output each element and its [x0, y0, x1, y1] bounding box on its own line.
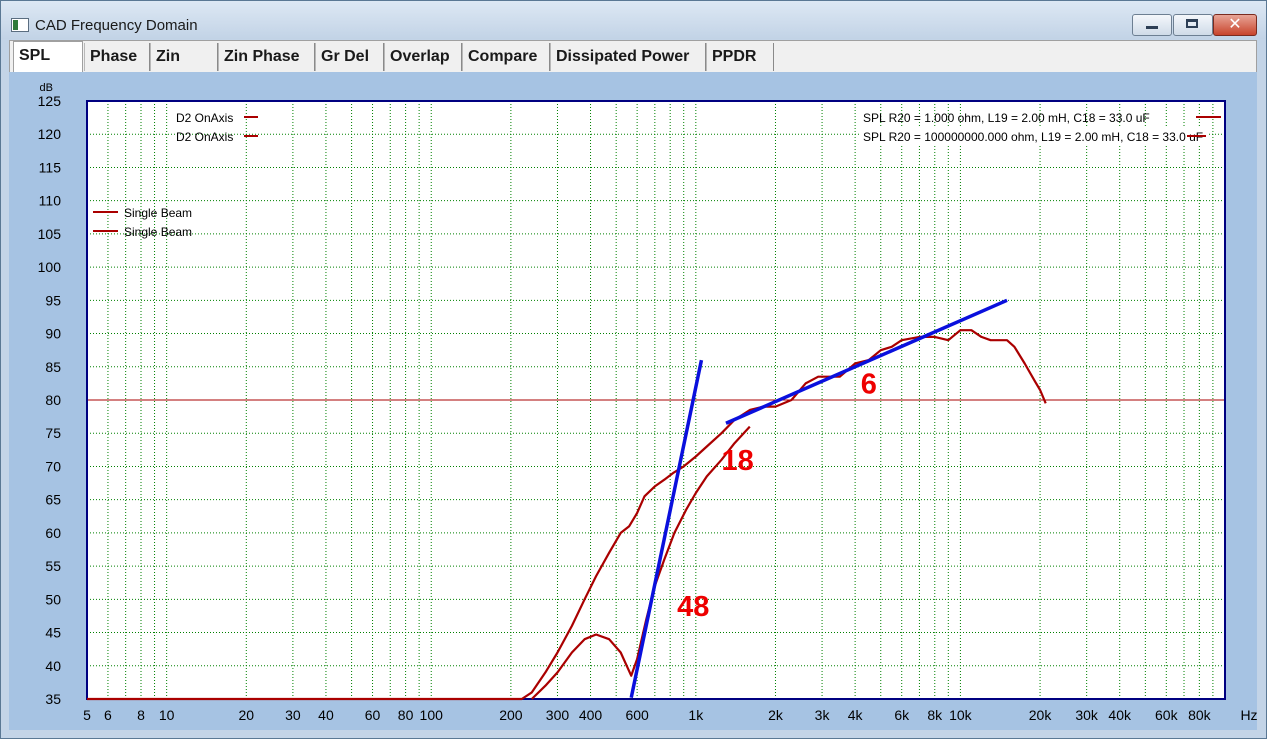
slope-annotation: 6 — [861, 368, 877, 400]
y-tick-label: 100 — [38, 259, 62, 275]
slope-annotation: 48 — [677, 591, 709, 623]
tab-phase[interactable]: Phase — [84, 43, 150, 71]
tab-dissipated-power[interactable]: Dissipated Power — [550, 43, 706, 71]
x-tick-label: 1k — [688, 707, 704, 723]
slope-line-2 — [725, 298, 1008, 425]
legend-label: D2 OnAxis — [176, 111, 233, 125]
title-bar: CAD Frequency Domain ✕ — [1, 1, 1266, 39]
y-tick-label: 120 — [38, 126, 62, 142]
x-tick-label: 4k — [848, 707, 864, 723]
x-tick-label: 6k — [894, 707, 910, 723]
y-tick-label: 35 — [45, 691, 61, 707]
x-tick-label: 400 — [579, 707, 603, 723]
tab-ppdr[interactable]: PPDR — [706, 43, 774, 71]
x-tick-label: 10 — [159, 707, 175, 723]
chart-area: 35 40 45 50 55 60 65 70 75 80 85 90 95 100 105 110 115 12… — [9, 72, 1257, 730]
x-tick-label: 30 — [285, 707, 301, 723]
y-tick-label: 70 — [45, 458, 61, 474]
x-tick-label: 10k — [949, 707, 973, 723]
legend-label: SPL R20 = 1.000 ohm, L19 = 2.00 mH, C18 … — [863, 111, 1150, 125]
spl-curve-1 — [87, 329, 1047, 701]
x-tick-label: 30k — [1075, 707, 1099, 723]
x-tick-label: 3k — [815, 707, 831, 723]
y-tick-label: 65 — [45, 492, 61, 508]
x-tick-label: 60 — [365, 707, 381, 723]
y-tick-label: 105 — [38, 226, 62, 242]
y-tick-label: 60 — [45, 525, 61, 541]
tab-spl[interactable]: SPL — [13, 41, 83, 73]
y-tick-label: 45 — [45, 625, 61, 641]
x-tick-label: 20k — [1029, 707, 1053, 723]
y-tick-label: 40 — [45, 658, 61, 674]
tab-overlap[interactable]: Overlap — [384, 43, 462, 71]
maximize-icon — [1186, 19, 1198, 28]
y-tick-label: 75 — [45, 425, 61, 441]
x-tick-label: 8 — [137, 707, 145, 723]
x-tick-label: 6 — [104, 707, 112, 723]
x-tick-label: 20 — [239, 707, 255, 723]
x-tick-label: 2k — [768, 707, 784, 723]
legend-background — [861, 128, 1208, 145]
x-tick-label: 80 — [398, 707, 414, 723]
minimize-button[interactable] — [1132, 14, 1172, 36]
x-tick-label: 200 — [499, 707, 523, 723]
x-tick-label: 100 — [420, 707, 444, 723]
x-tick-label: 300 — [546, 707, 570, 723]
x-tick-label: 600 — [625, 707, 649, 723]
spl-chart[interactable]: 3540455055606570758085909510010511011512… — [9, 72, 1257, 730]
x-tick-label: 40 — [318, 707, 334, 723]
minimize-icon — [1146, 26, 1158, 29]
window-title: CAD Frequency Domain — [35, 17, 198, 34]
tab-bar: SPL Phase Zin Zin Phase Gr Del Overlap C… — [9, 40, 1257, 73]
tab-zin[interactable]: Zin — [150, 43, 218, 71]
x-tick-label: 80k — [1188, 707, 1212, 723]
y-tick-label: 125 — [38, 93, 62, 109]
y-tick-label: 90 — [45, 326, 61, 342]
y-tick-label: 85 — [45, 359, 61, 375]
y-tick-label: 50 — [45, 591, 61, 607]
x-tick-label: 60k — [1155, 707, 1179, 723]
x-tick-label: 8k — [927, 707, 943, 723]
y-tick-label: 55 — [45, 558, 61, 574]
maximize-button[interactable] — [1173, 14, 1213, 36]
close-button[interactable]: ✕ — [1213, 14, 1257, 36]
tab-compare[interactable]: Compare — [462, 43, 550, 71]
slope-line-1 — [629, 359, 704, 699]
close-icon: ✕ — [1228, 14, 1242, 33]
x-axis-label: Hz — [1240, 707, 1257, 723]
slope-annotation: 18 — [721, 445, 753, 477]
plot-frame — [86, 100, 1226, 700]
y-axis-label: dB — [40, 82, 53, 94]
legend-label: SPL R20 = 100000000.000 ohm, L19 = 2.00 … — [863, 130, 1203, 144]
y-tick-label: 115 — [39, 159, 62, 175]
legend-label: Single Beam — [124, 225, 192, 239]
tab-zin-phase[interactable]: Zin Phase — [218, 43, 315, 71]
app-icon — [11, 18, 29, 32]
y-tick-label: 110 — [39, 193, 62, 209]
legend-label: D2 OnAxis — [176, 130, 233, 144]
x-tick-label: 40k — [1108, 707, 1132, 723]
x-tick-label: 5 — [83, 707, 91, 723]
y-tick-label: 95 — [45, 292, 61, 308]
y-tick-label: 80 — [45, 392, 61, 408]
legend-label: Single Beam — [124, 206, 192, 220]
tab-gr-del[interactable]: Gr Del — [315, 43, 384, 71]
